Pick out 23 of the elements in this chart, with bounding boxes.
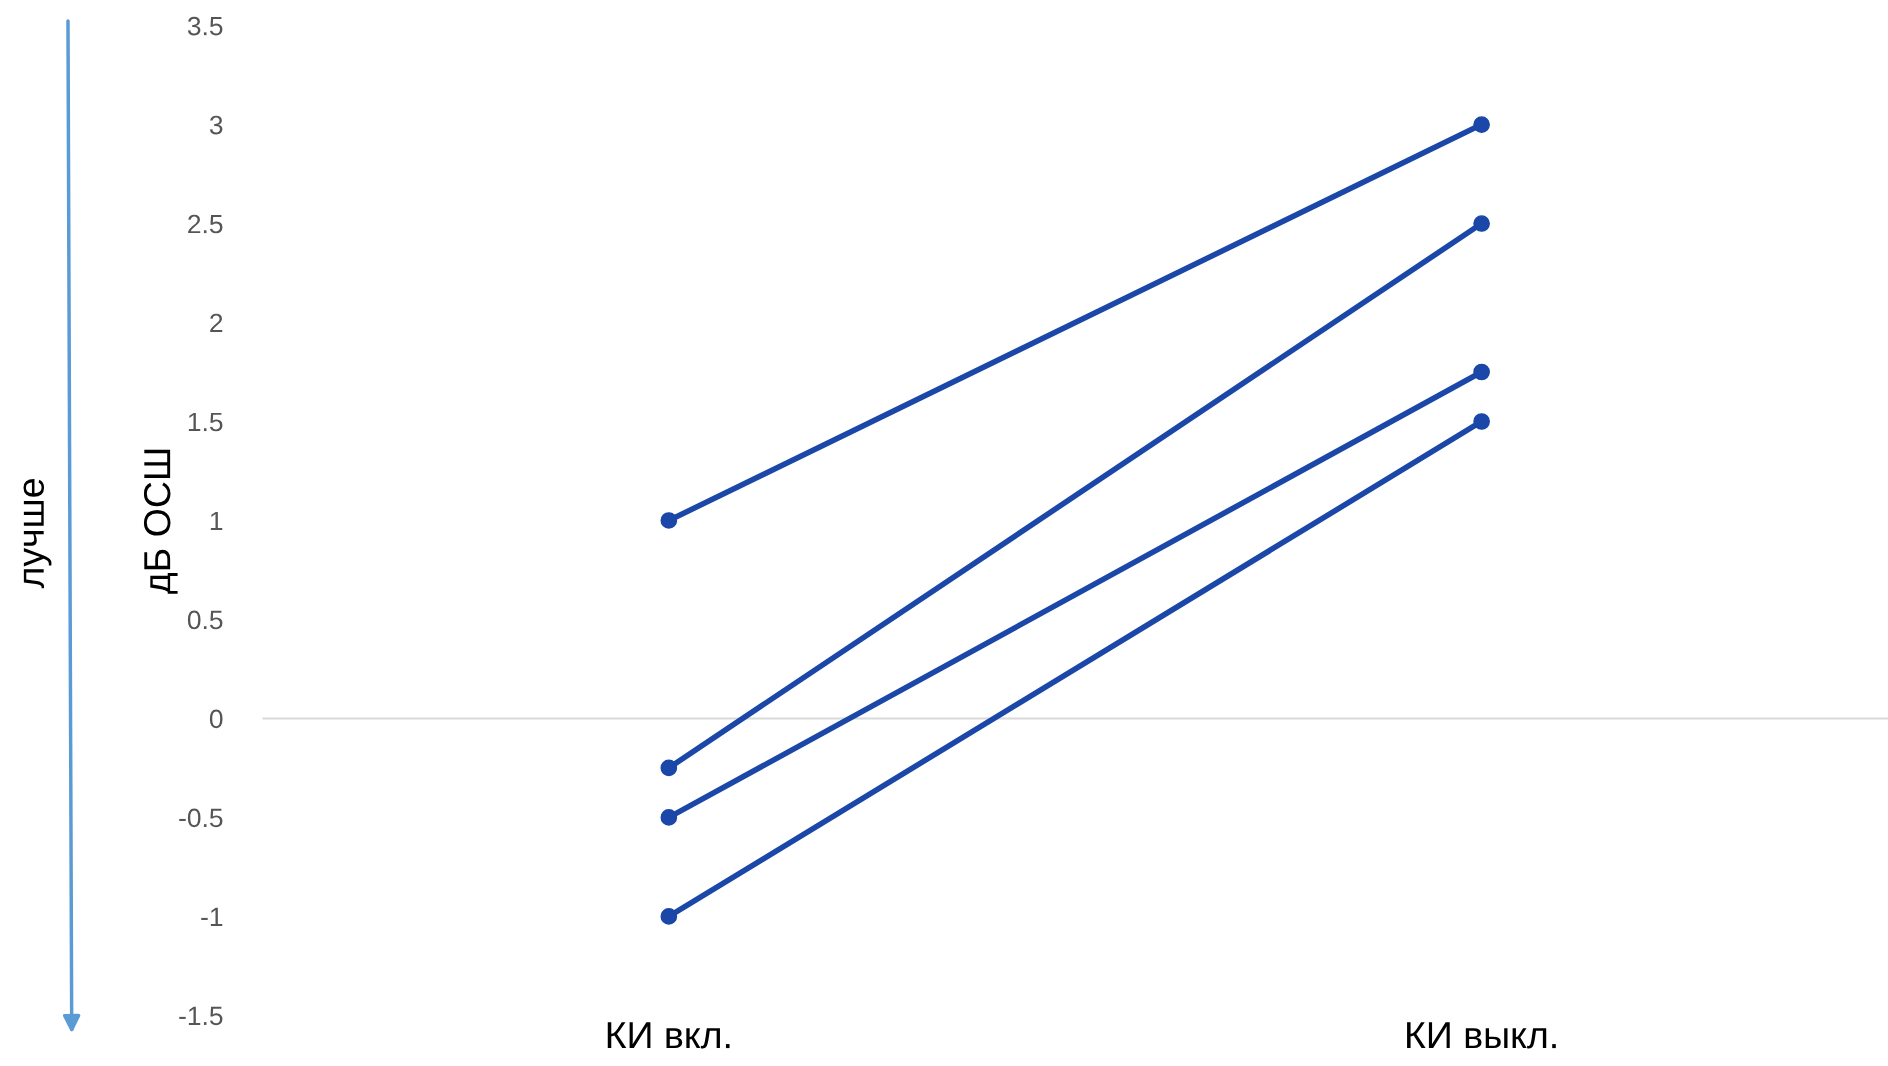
y-tick-label: 1.5 — [188, 412, 223, 432]
point — [660, 759, 678, 777]
text: лучше — [23, 479, 52, 589]
point — [1473, 116, 1490, 133]
y-tick-label: 3 — [209, 115, 223, 135]
y-tick-label: 0.5 — [187, 610, 223, 630]
y-axis-title: дБ ОСШ — [143, 449, 178, 594]
y-tick-label: -1 — [201, 907, 223, 926]
y-tick-label: 3.5 — [187, 16, 223, 36]
y-tick-label: -1.5 — [179, 1006, 223, 1026]
point — [660, 908, 678, 925]
point — [1473, 363, 1490, 381]
point — [1473, 413, 1490, 430]
x-tick-label: КИ вкл. — [607, 1022, 730, 1049]
point — [1473, 215, 1490, 232]
y-tick-label: 2 — [210, 313, 223, 333]
y-tick-label: -0.5 — [179, 808, 223, 828]
y-tick-label: 1 — [210, 511, 223, 531]
point — [660, 809, 678, 826]
y-tick-label: 2.5 — [188, 214, 223, 234]
point — [660, 512, 678, 529]
y-tick-label: 0 — [209, 709, 223, 729]
x-tick-label: КИ выкл. — [1407, 1022, 1556, 1049]
